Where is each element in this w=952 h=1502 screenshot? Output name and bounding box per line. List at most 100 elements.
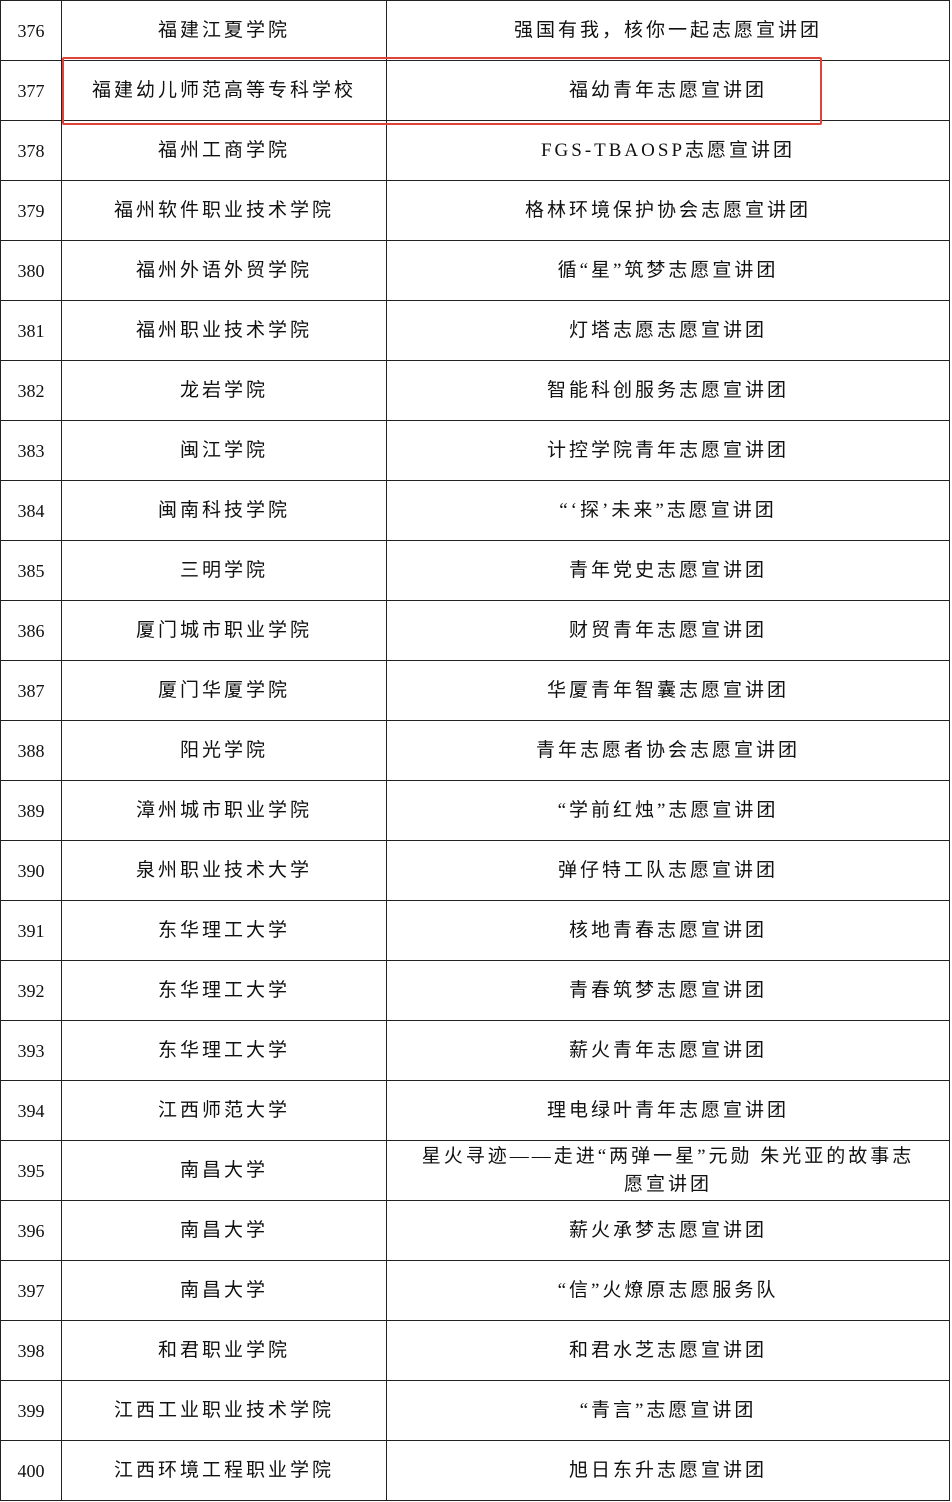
school-name: 江西环境工程职业学院 bbox=[61, 1441, 386, 1500]
row-number: 399 bbox=[0, 1381, 61, 1440]
school-name: 闽江学院 bbox=[61, 421, 386, 480]
team-name: 青年志愿者协会志愿宣讲团 bbox=[386, 721, 950, 780]
team-name: 核地青春志愿宣讲团 bbox=[386, 901, 950, 960]
school-name: 福建江夏学院 bbox=[61, 1, 386, 60]
team-name: 青年党史志愿宣讲团 bbox=[386, 541, 950, 600]
table-row: 397 南昌大学 “信”火燎原志愿服务队 bbox=[0, 1260, 950, 1320]
school-name: 南昌大学 bbox=[61, 1201, 386, 1260]
row-number: 386 bbox=[0, 601, 61, 660]
team-name: FGS-TBAOSP志愿宣讲团 bbox=[386, 121, 950, 180]
team-name: “学前红烛”志愿宣讲团 bbox=[386, 781, 950, 840]
table-row: 390 泉州职业技术大学 弹仔特工队志愿宣讲团 bbox=[0, 840, 950, 900]
school-name: 阳光学院 bbox=[61, 721, 386, 780]
team-name: 理电绿叶青年志愿宣讲团 bbox=[386, 1081, 950, 1140]
table-row: 380 福州外语外贸学院 循“星”筑梦志愿宣讲团 bbox=[0, 240, 950, 300]
school-name: 东华理工大学 bbox=[61, 1021, 386, 1080]
row-number: 383 bbox=[0, 421, 61, 480]
row-number: 377 bbox=[0, 61, 61, 120]
highlight-box bbox=[62, 57, 822, 125]
table-row: 377 福建幼儿师范高等专科学校 福幼青年志愿宣讲团 bbox=[0, 60, 950, 120]
table-row: 383 闽江学院 计控学院青年志愿宣讲团 bbox=[0, 420, 950, 480]
school-name: 南昌大学 bbox=[61, 1261, 386, 1320]
school-name: 福州职业技术学院 bbox=[61, 301, 386, 360]
school-name: 泉州职业技术大学 bbox=[61, 841, 386, 900]
row-number: 392 bbox=[0, 961, 61, 1020]
row-number: 382 bbox=[0, 361, 61, 420]
team-name: 计控学院青年志愿宣讲团 bbox=[386, 421, 950, 480]
school-name: 南昌大学 bbox=[61, 1141, 386, 1200]
table-row: 376 福建江夏学院 强国有我，核你一起志愿宣讲团 bbox=[0, 0, 950, 60]
row-number: 379 bbox=[0, 181, 61, 240]
table-border bbox=[0, 1500, 950, 1501]
table-row: 393 东华理工大学 薪火青年志愿宣讲团 bbox=[0, 1020, 950, 1080]
table-row: 398 和君职业学院 和君水芝志愿宣讲团 bbox=[0, 1320, 950, 1380]
table-row: 395 南昌大学 星火寻迹——走进“两弹一星”元勋 朱光亚的故事志愿宣讲团 bbox=[0, 1140, 950, 1200]
school-name: 和君职业学院 bbox=[61, 1321, 386, 1380]
school-name: 龙岩学院 bbox=[61, 361, 386, 420]
table-row: 394 江西师范大学 理电绿叶青年志愿宣讲团 bbox=[0, 1080, 950, 1140]
team-name: 旭日东升志愿宣讲团 bbox=[386, 1441, 950, 1500]
row-number: 381 bbox=[0, 301, 61, 360]
table-row: 396 南昌大学 薪火承梦志愿宣讲团 bbox=[0, 1200, 950, 1260]
row-number: 378 bbox=[0, 121, 61, 180]
table-row: 382 龙岩学院 智能科创服务志愿宣讲团 bbox=[0, 360, 950, 420]
row-number: 400 bbox=[0, 1441, 61, 1500]
school-name: 福州外语外贸学院 bbox=[61, 241, 386, 300]
school-name: 东华理工大学 bbox=[61, 901, 386, 960]
team-name: 薪火青年志愿宣讲团 bbox=[386, 1021, 950, 1080]
school-name: 福州工商学院 bbox=[61, 121, 386, 180]
team-name: 福幼青年志愿宣讲团 bbox=[386, 61, 950, 120]
school-name: 漳州城市职业学院 bbox=[61, 781, 386, 840]
team-name: 财贸青年志愿宣讲团 bbox=[386, 601, 950, 660]
row-number: 384 bbox=[0, 481, 61, 540]
row-number: 397 bbox=[0, 1261, 61, 1320]
school-name: 闽南科技学院 bbox=[61, 481, 386, 540]
school-name: 江西工业职业技术学院 bbox=[61, 1381, 386, 1440]
table-row: 384 闽南科技学院 “‘探’未来”志愿宣讲团 bbox=[0, 480, 950, 540]
row-number: 396 bbox=[0, 1201, 61, 1260]
table-row: 381 福州职业技术学院 灯塔志愿志愿宣讲团 bbox=[0, 300, 950, 360]
table-row: 399 江西工业职业技术学院 “青言”志愿宣讲团 bbox=[0, 1380, 950, 1440]
school-name: 江西师范大学 bbox=[61, 1081, 386, 1140]
row-number: 398 bbox=[0, 1321, 61, 1380]
team-name: 和君水芝志愿宣讲团 bbox=[386, 1321, 950, 1380]
table-row: 385 三明学院 青年党史志愿宣讲团 bbox=[0, 540, 950, 600]
row-number: 376 bbox=[0, 1, 61, 60]
row-number: 385 bbox=[0, 541, 61, 600]
row-number: 393 bbox=[0, 1021, 61, 1080]
team-name: 华厦青年智囊志愿宣讲团 bbox=[386, 661, 950, 720]
team-name: 灯塔志愿志愿宣讲团 bbox=[386, 301, 950, 360]
table-row: 388 阳光学院 青年志愿者协会志愿宣讲团 bbox=[0, 720, 950, 780]
school-name: 东华理工大学 bbox=[61, 961, 386, 1020]
team-name: 格林环境保护协会志愿宣讲团 bbox=[386, 181, 950, 240]
school-name: 福建幼儿师范高等专科学校 bbox=[61, 61, 386, 120]
row-number: 394 bbox=[0, 1081, 61, 1140]
row-number: 387 bbox=[0, 661, 61, 720]
row-number: 380 bbox=[0, 241, 61, 300]
table-row: 389 漳州城市职业学院 “学前红烛”志愿宣讲团 bbox=[0, 780, 950, 840]
team-name: 强国有我，核你一起志愿宣讲团 bbox=[386, 1, 950, 60]
row-number: 395 bbox=[0, 1141, 61, 1200]
table-row: 378 福州工商学院 FGS-TBAOSP志愿宣讲团 bbox=[0, 120, 950, 180]
table-row: 379 福州软件职业技术学院 格林环境保护协会志愿宣讲团 bbox=[0, 180, 950, 240]
table-row: 391 东华理工大学 核地青春志愿宣讲团 bbox=[0, 900, 950, 960]
table-row: 400 江西环境工程职业学院 旭日东升志愿宣讲团 bbox=[0, 1440, 950, 1500]
table-row: 387 厦门华厦学院 华厦青年智囊志愿宣讲团 bbox=[0, 660, 950, 720]
team-name: 智能科创服务志愿宣讲团 bbox=[386, 361, 950, 420]
school-name: 厦门华厦学院 bbox=[61, 661, 386, 720]
team-name: “‘探’未来”志愿宣讲团 bbox=[386, 481, 950, 540]
table-row: 392 东华理工大学 青春筑梦志愿宣讲团 bbox=[0, 960, 950, 1020]
row-number: 390 bbox=[0, 841, 61, 900]
team-name: 薪火承梦志愿宣讲团 bbox=[386, 1201, 950, 1260]
school-name: 厦门城市职业学院 bbox=[61, 601, 386, 660]
team-name: 青春筑梦志愿宣讲团 bbox=[386, 961, 950, 1020]
team-name: “青言”志愿宣讲团 bbox=[386, 1381, 950, 1440]
table-row: 386 厦门城市职业学院 财贸青年志愿宣讲团 bbox=[0, 600, 950, 660]
school-name: 三明学院 bbox=[61, 541, 386, 600]
team-name: 弹仔特工队志愿宣讲团 bbox=[386, 841, 950, 900]
row-number: 389 bbox=[0, 781, 61, 840]
school-name: 福州软件职业技术学院 bbox=[61, 181, 386, 240]
row-number: 388 bbox=[0, 721, 61, 780]
team-name: 星火寻迹——走进“两弹一星”元勋 朱光亚的故事志愿宣讲团 bbox=[386, 1141, 950, 1200]
